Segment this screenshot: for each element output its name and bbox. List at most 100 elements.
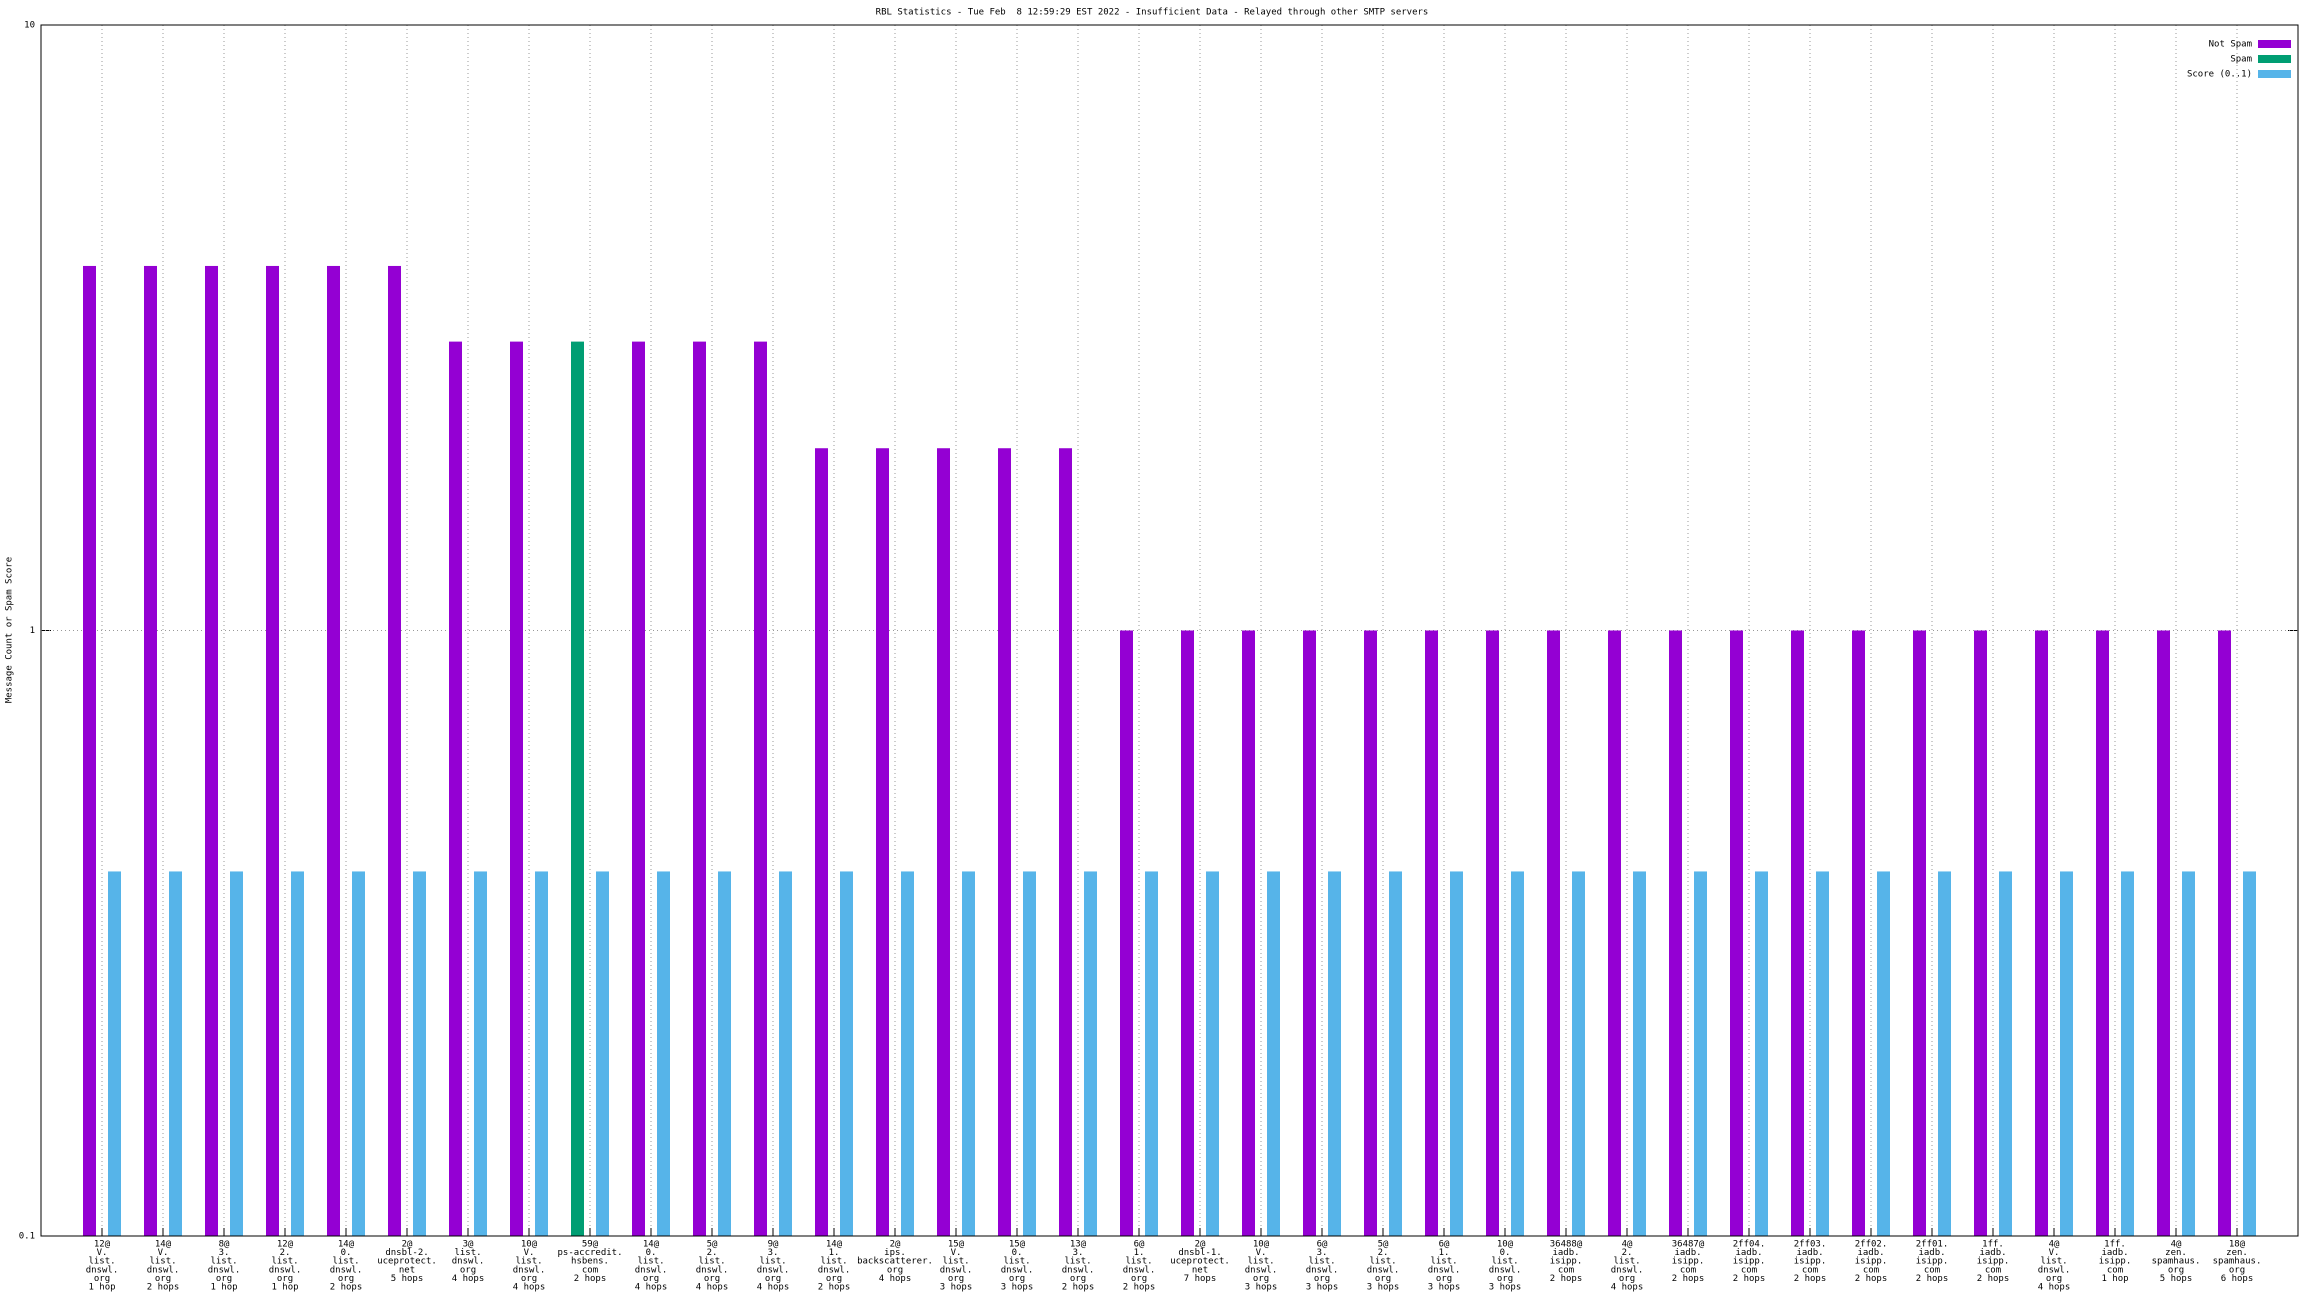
x-tick-label: org [887, 1265, 903, 1275]
y-tick-label: 10 [24, 21, 35, 31]
x-tick-label: dnswl. [2038, 1265, 2071, 1275]
x-tick-label: list. [1064, 1257, 1091, 1267]
bar [693, 341, 706, 1236]
x-tick-label: 0. [1012, 1248, 1023, 1258]
x-tick-label: 2 hops [818, 1283, 851, 1293]
bar [413, 871, 426, 1236]
bar [1120, 630, 1133, 1236]
bar [1206, 871, 1219, 1236]
x-tick-label: 1. [1134, 1248, 1145, 1258]
x-tick-label: 0. [1500, 1248, 1511, 1258]
x-tick-label: org [1436, 1274, 1452, 1284]
x-tick-label: ips. [884, 1248, 906, 1258]
x-tick-label: list. [1430, 1257, 1457, 1267]
x-tick-label: 14@ [155, 1240, 172, 1250]
x-tick-label: 14@ [826, 1240, 843, 1250]
x-tick-label: 1 hop [271, 1283, 298, 1293]
bar [815, 448, 828, 1237]
x-tick-label: list. [942, 1257, 969, 1267]
x-tick-label: isipp. [1916, 1257, 1949, 1267]
x-tick-label: dnswl. [1611, 1265, 1644, 1275]
x-tick-label: 8@ [219, 1240, 230, 1250]
x-tick-label: org [826, 1274, 842, 1284]
bar [1633, 871, 1646, 1236]
x-tick-label: iadb. [1552, 1248, 1579, 1258]
bar [1999, 871, 2012, 1236]
x-tick-label: 1. [1439, 1248, 1450, 1258]
bar [327, 265, 340, 1237]
x-tick-label: 2@ [890, 1240, 901, 1250]
bar [1023, 871, 1036, 1236]
x-tick-label: org [2229, 1265, 2245, 1275]
x-tick-label: 1. [829, 1248, 840, 1258]
x-tick-label: dnswl. [757, 1265, 790, 1275]
x-tick-label: 2 hops [1977, 1274, 2010, 1284]
x-tick-label: com [1802, 1265, 1818, 1275]
x-tick-label: 1 hop [210, 1283, 237, 1293]
legend-swatch [2258, 70, 2291, 78]
x-tick-label: com [1558, 1265, 1574, 1275]
x-tick-label: 3 hops [1245, 1283, 1278, 1293]
bar [876, 448, 889, 1237]
y-tick-label: 0.1 [19, 1232, 35, 1242]
bar [1791, 630, 1804, 1236]
x-tick-label: iadb. [1674, 1248, 1701, 1258]
x-tick-label: 3. [768, 1248, 779, 1258]
x-tick-label: 7 hops [1184, 1274, 1217, 1284]
bar [937, 448, 950, 1237]
x-tick-label: list. [1491, 1257, 1518, 1267]
x-tick-label: list. [454, 1248, 481, 1258]
x-tick-label: 2@ [402, 1240, 413, 1250]
x-tick-label: 4@ [1622, 1240, 1633, 1250]
x-tick-label: isipp. [1794, 1257, 1827, 1267]
x-tick-label: com [1985, 1265, 2001, 1275]
x-tick-label: list. [332, 1257, 359, 1267]
x-tick-label: 1ff. [1982, 1240, 2004, 1250]
x-tick-label: uceprotect. [377, 1257, 437, 1267]
x-tick-label: list. [1369, 1257, 1396, 1267]
bar [83, 265, 96, 1237]
bar [2060, 871, 2073, 1236]
x-tick-label: list. [1613, 1257, 1640, 1267]
x-tick-label: hsbens. [571, 1257, 609, 1267]
bar [2157, 630, 2170, 1236]
bar [474, 871, 487, 1236]
x-tick-label: 4 hops [452, 1274, 485, 1284]
x-tick-label: dnswl. [635, 1265, 668, 1275]
x-tick-label: 4 hops [1611, 1283, 1644, 1293]
x-tick-label: org [1131, 1274, 1147, 1284]
x-tick-label: dnswl. [1367, 1265, 1400, 1275]
x-tick-label: 12@ [277, 1240, 294, 1250]
bar [1938, 871, 1951, 1236]
x-tick-label: dnswl. [147, 1265, 180, 1275]
plot-frame [40, 24, 2299, 1237]
bar [449, 341, 462, 1236]
x-tick-label: 6@ [1439, 1240, 1450, 1250]
x-tick-label: org [277, 1274, 293, 1284]
x-tick-label: 2 hops [1062, 1283, 1095, 1293]
x-tick-label: 3. [1317, 1248, 1328, 1258]
x-tick-label: list. [2040, 1257, 2067, 1267]
x-tick-label: isipp. [2099, 1257, 2132, 1267]
x-tick-label: com [1924, 1265, 1940, 1275]
x-tick-label: org [216, 1274, 232, 1284]
x-tick-label: 3 hops [1489, 1283, 1522, 1293]
bar [596, 871, 609, 1236]
x-tick-label: 3. [219, 1248, 230, 1258]
x-tick-label: 59@ [582, 1240, 599, 1250]
x-tick-label: org [1314, 1274, 1330, 1284]
x-tick-label: isipp. [1977, 1257, 2010, 1267]
x-tick-label: 5 hops [391, 1274, 424, 1284]
x-tick-label: list. [88, 1257, 115, 1267]
x-tick-label: 2@ [1195, 1240, 1206, 1250]
bar [1486, 630, 1499, 1236]
bar [205, 265, 218, 1237]
x-tick-label: 3 hops [1306, 1283, 1339, 1293]
x-tick-label: 2ff01. [1916, 1240, 1949, 1250]
bar [1181, 630, 1194, 1236]
x-tick-label: 2 hops [1123, 1283, 1156, 1293]
bar [1059, 448, 1072, 1237]
x-tick-label: dnswl. [1306, 1265, 1339, 1275]
chart-title: RBL Statistics - Tue Feb 8 12:59:29 EST … [876, 8, 1429, 18]
x-tick-label: list. [149, 1257, 176, 1267]
